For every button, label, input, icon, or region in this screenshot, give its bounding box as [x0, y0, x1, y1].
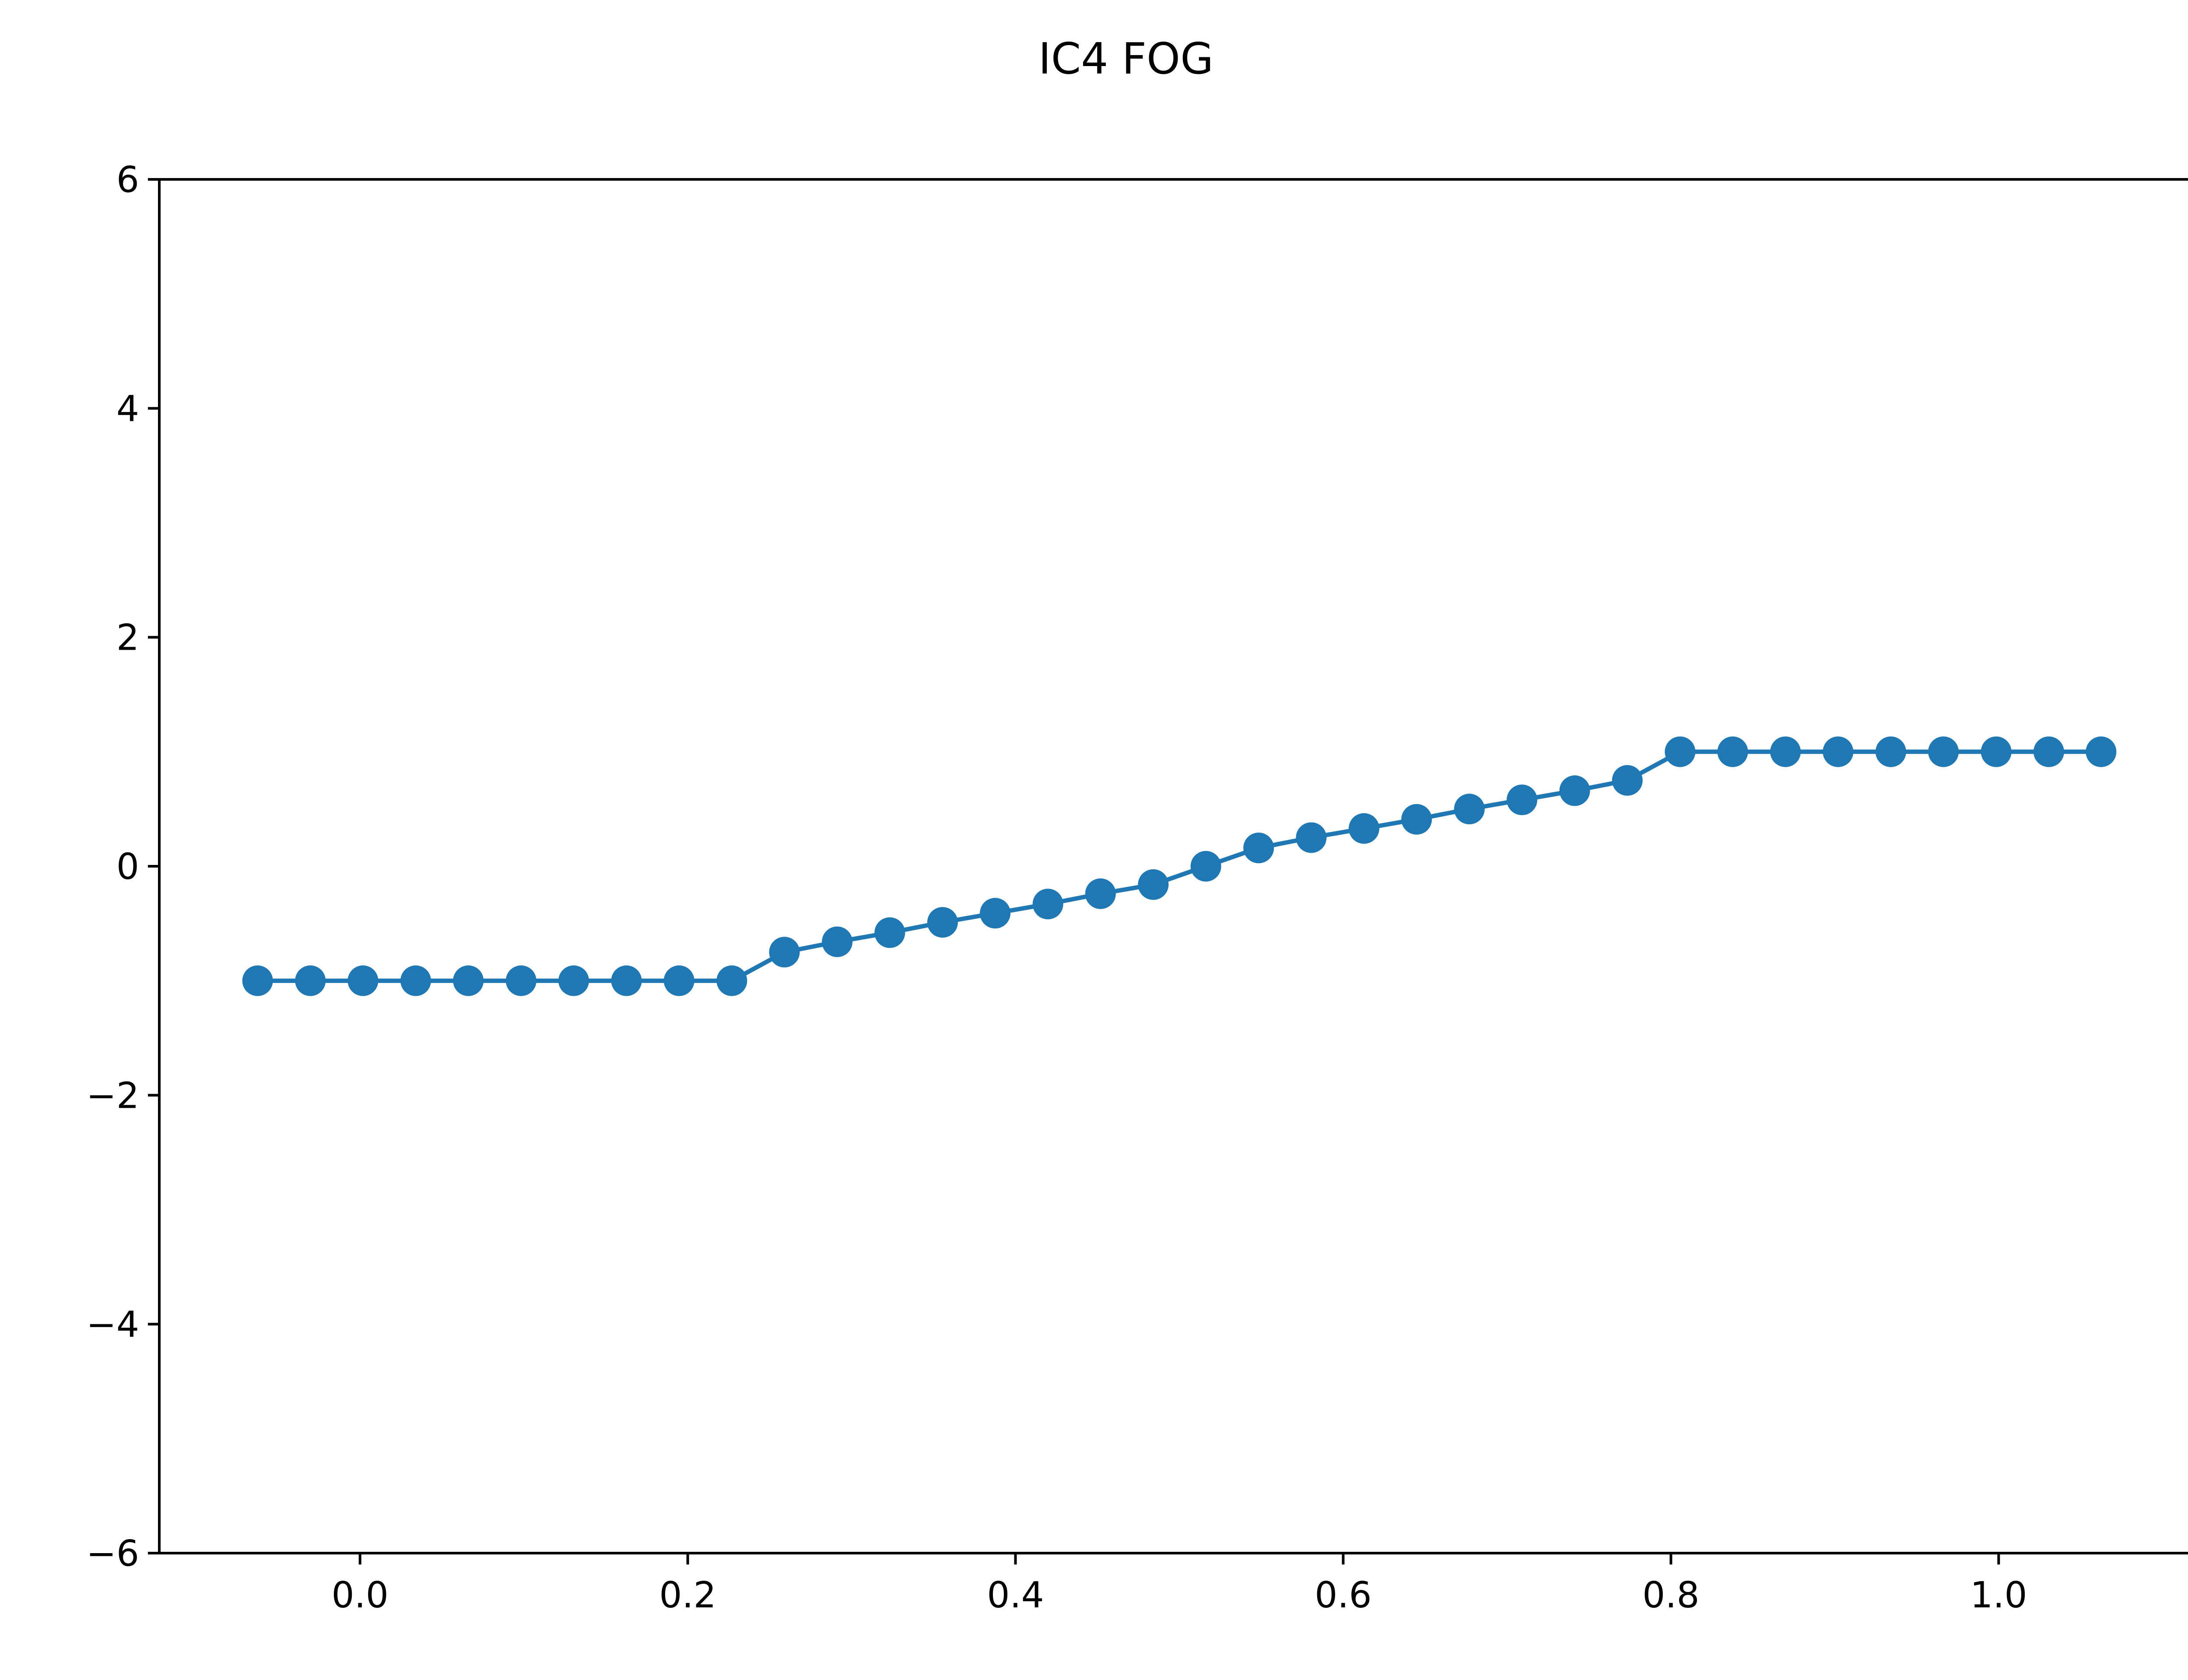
plot-area-border [158, 178, 2188, 1554]
data-point [1612, 765, 1643, 796]
x-tick-label: 0.2 [659, 1575, 716, 1616]
y-tick-label: 4 [116, 388, 139, 430]
data-point [1454, 794, 1485, 825]
x-tick-label: 1.0 [1970, 1575, 2027, 1616]
data-point [769, 937, 800, 968]
data-point [2086, 736, 2117, 767]
data-point [453, 965, 484, 996]
data-point [980, 898, 1011, 929]
y-tick-label: −6 [86, 1533, 139, 1575]
chart-title: IC4 FOG [1038, 34, 1213, 84]
data-point [1928, 736, 1959, 767]
data-point [1770, 736, 1801, 767]
data-point [874, 917, 905, 948]
x-tick-label: 0.4 [987, 1575, 1044, 1616]
y-tick-label: 2 [116, 617, 139, 659]
data-point [1717, 736, 1748, 767]
data-point [1032, 889, 1063, 920]
data-point [1506, 784, 1537, 816]
data-point [558, 965, 589, 996]
data-point [505, 965, 536, 996]
data-point [295, 965, 326, 996]
data-point [822, 926, 853, 957]
data-point [400, 965, 431, 996]
data-point [1875, 736, 1906, 767]
data-point [1190, 851, 1221, 882]
data-point [1138, 869, 1169, 900]
data-point [1349, 813, 1380, 844]
data-point [1559, 775, 1590, 806]
data-point [611, 965, 642, 996]
x-tick-label: 0.6 [1315, 1575, 1371, 1616]
data-point [927, 907, 958, 938]
data-point [242, 965, 273, 996]
plot-frame [158, 178, 2188, 1554]
y-tick-label: −4 [86, 1304, 139, 1346]
data-point [1085, 878, 1116, 909]
data-point [1981, 736, 2012, 767]
data-point [716, 965, 747, 996]
data-point [663, 965, 694, 996]
data-point [2033, 736, 2064, 767]
series-group [242, 736, 2117, 996]
data-point [1243, 833, 1274, 864]
x-tick-label: 0.0 [331, 1575, 388, 1616]
y-tick-label: 6 [116, 159, 139, 201]
data-point [1823, 736, 1854, 767]
y-tick-label: −2 [86, 1075, 139, 1116]
series-line [257, 749, 2101, 983]
data-point [1296, 822, 1327, 853]
y-tick-label: 0 [116, 846, 139, 888]
data-point [1401, 804, 1432, 835]
x-tick-label: 0.8 [1642, 1575, 1699, 1616]
data-point [1665, 736, 1696, 767]
axes: 0.0 0.2 0.4 0.6 0.8 1.0 −6 −4 −2 0 2 4 6 [86, 159, 2027, 1616]
data-point [347, 965, 379, 996]
